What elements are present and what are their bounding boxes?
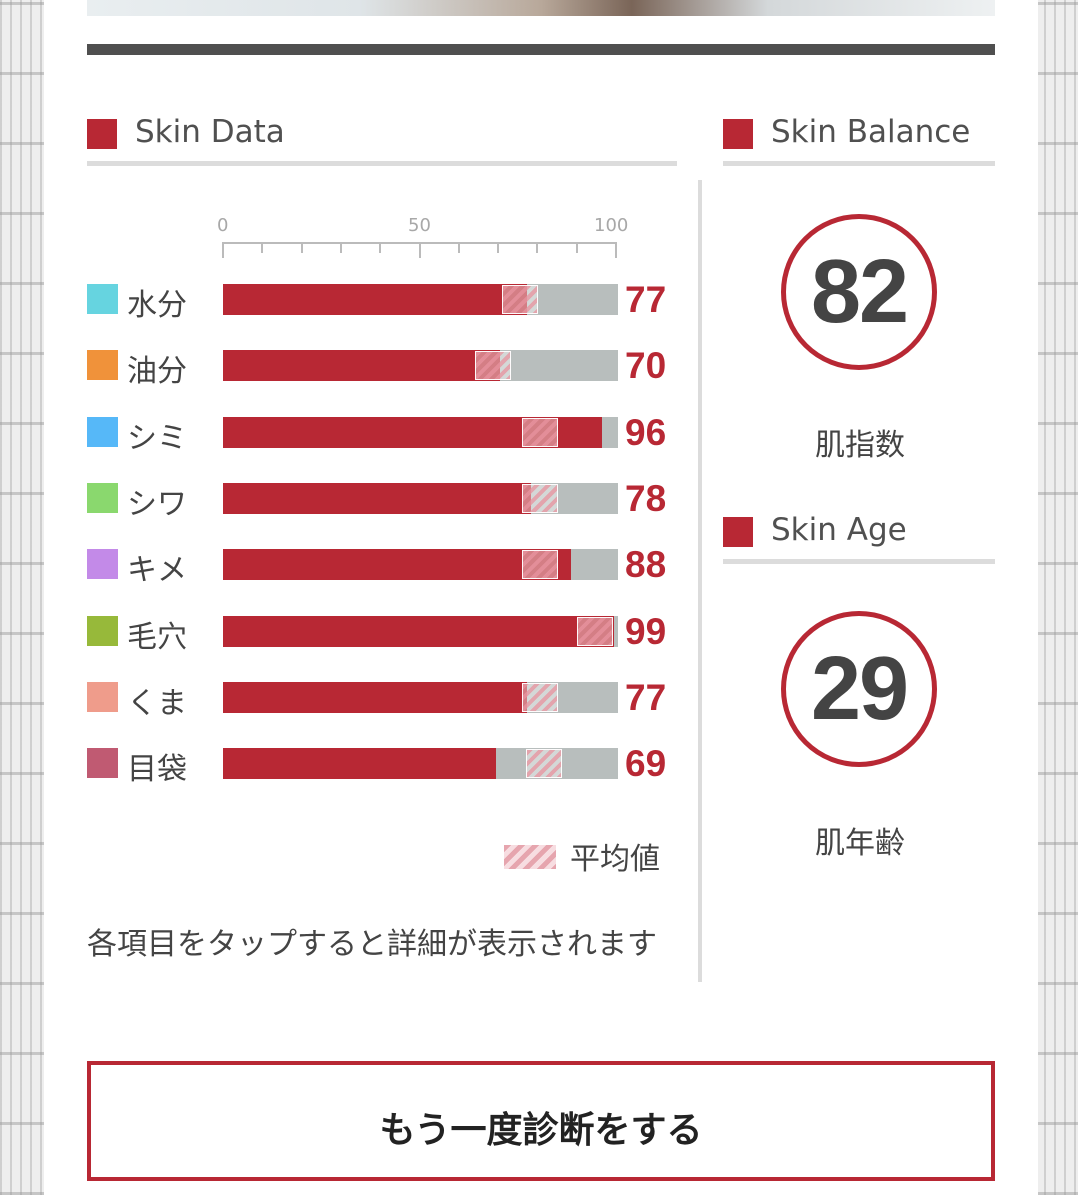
score-bar-track — [223, 549, 618, 580]
axis-tick — [536, 242, 538, 253]
category-color-swatch — [87, 682, 118, 712]
skin-data-value: 77 — [625, 279, 667, 320]
section-divider — [87, 44, 995, 55]
axis-tick — [379, 242, 381, 253]
axis-label-0: 0 — [217, 215, 229, 236]
skin-data-value: 70 — [625, 345, 667, 386]
skin-data-header-marker — [87, 119, 117, 149]
axis-label-100: 100 — [594, 215, 629, 236]
skin-data-label: くま — [127, 686, 187, 721]
average-marker — [522, 484, 558, 513]
skin-data-value: 88 — [625, 544, 667, 585]
score-bar-fill — [223, 350, 500, 381]
category-color-swatch — [87, 350, 118, 380]
score-bar-fill — [223, 616, 614, 647]
axis-label-50: 50 — [408, 215, 431, 236]
axis-tick — [301, 242, 303, 253]
skin-data-label: 毛穴 — [127, 620, 187, 655]
score-bar-track — [223, 417, 618, 448]
content-panel — [44, 0, 1038, 1195]
skin-age-caption: 肌年齢 — [815, 826, 905, 861]
tap-hint-text: 各項目をタップすると詳細が表示されます — [87, 927, 657, 962]
skin-data-label: シワ — [127, 487, 187, 522]
skin-data-label: キメ — [127, 553, 187, 588]
skin-data-row[interactable]: 油分 70 — [87, 345, 677, 389]
category-color-swatch — [87, 483, 118, 513]
skin-data-underline — [87, 161, 677, 166]
category-color-swatch — [87, 616, 118, 646]
skin-balance-header-marker — [723, 119, 753, 149]
score-bar-fill — [223, 682, 527, 713]
skin-data-row[interactable]: くま 77 — [87, 677, 677, 721]
skin-data-row[interactable]: キメ 88 — [87, 544, 677, 588]
average-marker — [475, 351, 511, 380]
score-bar-track — [223, 483, 618, 514]
score-bar-track — [223, 284, 618, 315]
score-bar-fill — [223, 748, 496, 779]
skin-balance-ring: 82 — [781, 214, 937, 370]
category-color-swatch — [87, 284, 118, 314]
retry-diagnosis-button[interactable]: もう一度診断をする — [87, 1061, 995, 1181]
score-bar-track — [223, 616, 618, 647]
axis-tick — [497, 242, 499, 253]
score-bar-track — [223, 682, 618, 713]
score-bar-track — [223, 350, 618, 381]
average-marker — [522, 550, 558, 579]
skin-data-row[interactable]: 毛穴 99 — [87, 611, 677, 655]
axis-tick — [615, 242, 617, 258]
average-marker — [526, 749, 562, 778]
skin-age-value: 29 — [810, 639, 909, 739]
axis-tick — [419, 242, 421, 258]
skin-balance-score: 82 — [810, 242, 909, 342]
skin-age-underline — [723, 559, 995, 564]
skin-age-ring: 29 — [781, 611, 937, 767]
average-marker — [502, 285, 538, 314]
average-marker — [577, 617, 613, 646]
category-color-swatch — [87, 549, 118, 579]
skin-data-label: シミ — [127, 421, 187, 456]
category-color-swatch — [87, 748, 118, 778]
skin-balance-header: Skin Balance — [723, 114, 995, 166]
axis-tick — [340, 242, 342, 253]
skin-balance-title: Skin Balance — [771, 114, 971, 150]
axis-tick — [458, 242, 460, 253]
skin-data-row[interactable]: 目袋 69 — [87, 743, 677, 787]
face-photo — [87, 0, 995, 16]
retry-diagnosis-label: もう一度診断をする — [379, 1110, 703, 1151]
score-bar-fill — [223, 483, 531, 514]
skin-data-header: Skin Data — [87, 114, 677, 166]
skin-data-row[interactable]: シワ 78 — [87, 478, 677, 522]
skin-balance-underline — [723, 161, 995, 166]
skin-data-row[interactable]: シミ 96 — [87, 412, 677, 456]
average-marker — [522, 683, 558, 712]
score-bar-track — [223, 748, 618, 779]
skin-data-value: 78 — [625, 478, 667, 519]
score-bar-fill — [223, 284, 527, 315]
skin-data-value: 69 — [625, 743, 667, 784]
axis-tick — [222, 242, 224, 258]
skin-age-header-marker — [723, 517, 753, 547]
axis-tick — [261, 242, 263, 253]
skin-data-value: 77 — [625, 677, 667, 718]
axis-tick — [576, 242, 578, 253]
skin-data-title: Skin Data — [135, 114, 285, 150]
skin-data-row[interactable]: 水分 77 — [87, 279, 677, 323]
column-divider — [698, 180, 702, 982]
average-marker — [522, 418, 558, 447]
category-color-swatch — [87, 417, 118, 447]
background-pattern-right — [1034, 0, 1078, 1195]
skin-data-value: 99 — [625, 611, 667, 652]
skin-age-header: Skin Age — [723, 512, 995, 564]
skin-age-title: Skin Age — [771, 512, 907, 548]
skin-data-value: 96 — [625, 412, 667, 453]
skin-data-label: 油分 — [127, 354, 187, 389]
skin-data-label: 水分 — [127, 288, 187, 323]
skin-balance-caption: 肌指数 — [815, 428, 905, 463]
skin-data-label: 目袋 — [127, 752, 187, 787]
score-bar-fill — [223, 549, 571, 580]
background-pattern-left — [0, 0, 44, 1195]
average-legend-swatch — [504, 845, 556, 869]
average-legend-label: 平均値 — [570, 842, 660, 877]
